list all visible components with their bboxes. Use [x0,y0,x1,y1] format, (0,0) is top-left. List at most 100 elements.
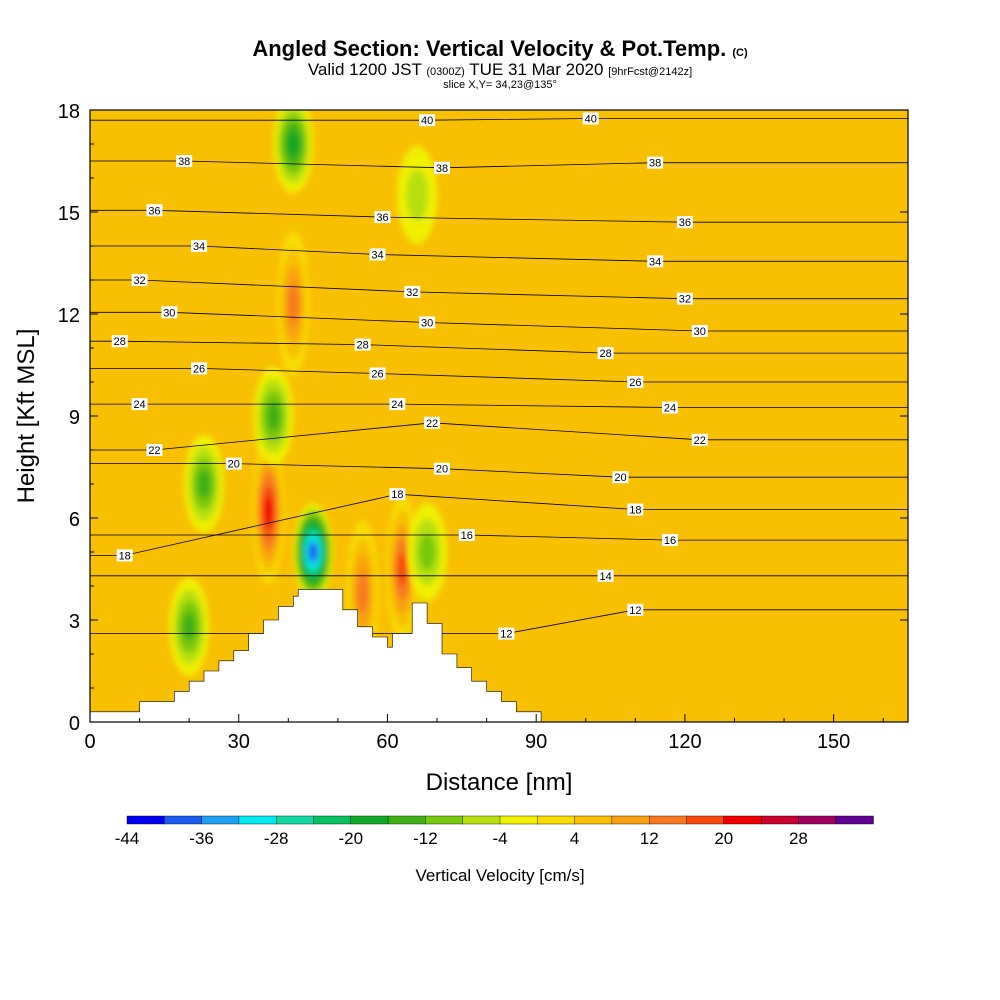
colorbar-tick-label: 28 [789,829,808,848]
contour-label-box [116,549,133,562]
colorbar-swatch [276,815,315,825]
contour-label: 24 [664,403,676,415]
title-unit: (C) [732,47,748,59]
velocity-contour-fill [266,401,280,431]
contour-label-box [111,335,128,348]
slice-info: slice X,Y= 34,23@135° [443,79,557,91]
velocity-contour-fill [309,544,317,560]
contour-label: 16 [461,530,473,542]
valid-time: Valid 1200 JST [308,60,422,79]
downdraft-cell [397,146,438,244]
contour-label: 38 [178,156,190,168]
colorbar-swatch [425,815,464,825]
contour-label-box [662,401,679,414]
colorbar-swatch [649,815,688,825]
velocity-contour-fill [357,572,369,614]
colorbar-swatch [686,815,725,825]
contour-label-box [433,161,450,174]
velocity-field [169,110,448,676]
colorbar-tick-label: 20 [714,829,733,848]
x-tick-label: 30 [228,731,250,753]
contour-label: 34 [371,250,383,262]
contour-label: 18 [629,505,641,517]
x-tick-label: 90 [525,731,547,753]
colorbar-label: Vertical Velocity [cm/s] [415,866,584,885]
contour-label: 12 [500,629,512,641]
contour-label: 28 [599,348,611,360]
y-tick-label: 18 [58,101,80,123]
contour-labels: 40 40 38 38 38 36 36 36 34 34 34 32 32 32 30 30 30 28 28 28… [111,112,708,641]
contour-label: 32 [133,275,145,287]
contour-label-box [433,462,450,475]
contour-label: 36 [376,212,388,224]
contour-label-box [691,433,708,446]
colorbar-swatch [387,815,427,825]
x-tick-label: 150 [817,731,850,753]
y-axis-label: Height [Kft MSL] [13,329,40,504]
velocity-contour-fill [182,612,196,642]
contour-label-box [419,114,436,127]
contour-label-box [627,376,644,388]
contour-label-box [676,292,693,305]
title-main-text: Angled Section: Vertical Velocity & Pot.… [252,36,726,61]
contour-label: 20 [436,464,448,476]
contour-label-box [597,347,614,360]
contour-label-box [191,240,208,252]
forecast-info: [9hrFcst@2142z] [608,66,692,78]
theta-contour-line [90,534,908,541]
contour-label: 20 [614,472,626,484]
valid-date: TUE 31 Mar 2020 [469,60,603,79]
colorbar-tick-label: -4 [492,829,507,848]
contour-label-box [131,274,148,286]
colorbar-swatch [164,815,203,825]
contour-label: 26 [193,363,205,375]
downdraft-cell [273,110,314,193]
contour-label-box [676,216,693,229]
contour-label: 18 [391,489,403,501]
contour-label: 32 [679,294,691,306]
y-tick-label: 0 [69,713,80,735]
contour-label: 26 [629,377,641,389]
updraft-cell [252,438,285,585]
contour-label: 34 [193,241,205,253]
contour-label: 22 [426,418,438,430]
colorbar-swatch [760,815,800,825]
colorbar-swatch [462,815,501,825]
contour-label: 34 [649,256,661,268]
colorbar-swatch [611,815,650,825]
contour-label: 38 [436,163,448,175]
plot-background [90,110,908,722]
downdraft-cell [253,367,294,465]
colorbar-swatch [238,815,277,825]
colorbar-tick-label: -28 [264,829,289,848]
contour-label-box [389,398,406,411]
contour-label: 14 [599,571,611,583]
colorbar-swatch [313,815,352,825]
updraft-cell [277,230,310,377]
contour-label: 30 [421,318,433,330]
contour-label-box [146,204,163,217]
velocity-contour-fill [419,533,436,571]
contour-label: 18 [119,550,131,562]
contour-label: 32 [406,287,418,299]
contour-label-box [647,156,664,169]
colorbar: -44 -36 -28 -20 -12 -4 4 12 20 28 [115,815,874,848]
contour-label: 16 [664,535,676,547]
colorbar-tick-label: 12 [640,829,659,848]
y-tick-label: 12 [58,305,80,327]
colorbar-tick-label: -20 [339,829,364,848]
contour-label: 26 [371,369,383,381]
contour-label-box [424,416,441,429]
colorbar-swatch [574,815,613,825]
contour-label-box [161,306,178,319]
contour-label-box [612,471,629,484]
velocity-contour-fill [397,552,408,586]
contour-label-box [389,488,406,501]
contour-label-box [225,457,242,470]
contour-label-box [691,325,708,337]
velocity-contour-fill [287,131,299,157]
contour-label-box [582,112,599,125]
colorbar-swatch [537,815,576,825]
